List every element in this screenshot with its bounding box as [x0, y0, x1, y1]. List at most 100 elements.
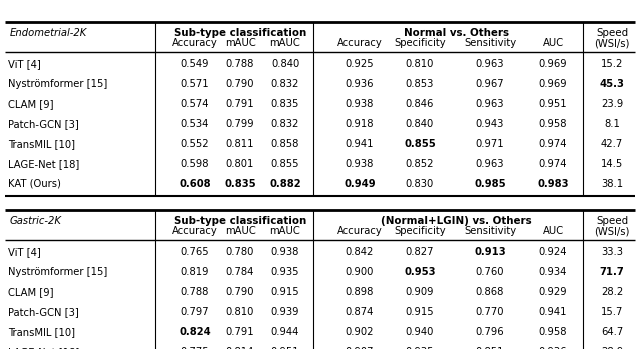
Text: 0.943: 0.943: [476, 119, 504, 129]
Text: Endometrial-2K: Endometrial-2K: [10, 28, 87, 38]
Text: AUC: AUC: [543, 38, 564, 48]
Text: 0.969: 0.969: [539, 79, 567, 89]
Text: 28.2: 28.2: [601, 287, 623, 297]
Text: 0.939: 0.939: [271, 307, 300, 317]
Text: 0.902: 0.902: [346, 327, 374, 337]
Text: 0.852: 0.852: [406, 159, 435, 169]
Text: LAGE-Net [18]: LAGE-Net [18]: [8, 347, 79, 349]
Text: 0.924: 0.924: [539, 247, 567, 257]
Text: 0.819: 0.819: [180, 267, 209, 277]
Text: 0.810: 0.810: [406, 59, 434, 69]
Text: Sub-type classification: Sub-type classification: [174, 28, 306, 38]
Text: 0.790: 0.790: [226, 79, 254, 89]
Text: 0.788: 0.788: [226, 59, 254, 69]
Text: 0.765: 0.765: [180, 247, 209, 257]
Text: 45.3: 45.3: [600, 79, 625, 89]
Text: 0.963: 0.963: [476, 159, 504, 169]
Text: 0.969: 0.969: [539, 59, 567, 69]
Text: LAGE-Net [18]: LAGE-Net [18]: [8, 159, 79, 169]
Text: 0.974: 0.974: [539, 139, 567, 149]
Text: 0.967: 0.967: [476, 79, 504, 89]
Text: mAUC: mAUC: [269, 226, 300, 236]
Text: 0.574: 0.574: [180, 99, 209, 109]
Text: 0.963: 0.963: [476, 59, 504, 69]
Text: Accuracy: Accuracy: [172, 226, 218, 236]
Text: 0.938: 0.938: [271, 247, 299, 257]
Text: Accuracy: Accuracy: [337, 226, 383, 236]
Text: CLAM [9]: CLAM [9]: [8, 287, 54, 297]
Text: Sensitivity: Sensitivity: [464, 226, 516, 236]
Text: 0.953: 0.953: [404, 267, 436, 277]
Text: 0.907: 0.907: [346, 347, 374, 349]
Text: 28.9: 28.9: [601, 347, 623, 349]
Text: 42.7: 42.7: [601, 139, 623, 149]
Text: 0.915: 0.915: [271, 287, 300, 297]
Text: (Normal+LGIN) vs. Others: (Normal+LGIN) vs. Others: [381, 216, 532, 226]
Text: 0.827: 0.827: [406, 247, 435, 257]
Text: Speed: Speed: [596, 216, 628, 226]
Text: (WSI/s): (WSI/s): [595, 38, 630, 48]
Text: ViT [4]: ViT [4]: [8, 247, 41, 257]
Text: 64.7: 64.7: [601, 327, 623, 337]
Text: 0.929: 0.929: [539, 287, 567, 297]
Text: Patch-GCN [3]: Patch-GCN [3]: [8, 307, 79, 317]
Text: 0.835: 0.835: [224, 179, 256, 189]
Text: Specificity: Specificity: [394, 226, 446, 236]
Text: 0.971: 0.971: [476, 139, 504, 149]
Text: Gastric-2K: Gastric-2K: [10, 216, 62, 226]
Text: 0.963: 0.963: [476, 99, 504, 109]
Text: Nyströmformer [15]: Nyströmformer [15]: [8, 267, 108, 277]
Text: Nyströmformer [15]: Nyströmformer [15]: [8, 79, 108, 89]
Text: 0.840: 0.840: [406, 119, 434, 129]
Text: 0.780: 0.780: [226, 247, 254, 257]
Text: 0.958: 0.958: [539, 119, 567, 129]
Text: 0.832: 0.832: [271, 119, 299, 129]
Text: 0.840: 0.840: [271, 59, 299, 69]
Text: 0.925: 0.925: [346, 59, 374, 69]
Text: 0.940: 0.940: [406, 327, 434, 337]
Text: Sub-type classification: Sub-type classification: [174, 216, 306, 226]
Text: 0.788: 0.788: [181, 287, 209, 297]
Text: 8.1: 8.1: [604, 119, 620, 129]
Text: 0.941: 0.941: [539, 307, 567, 317]
Text: CLAM [9]: CLAM [9]: [8, 99, 54, 109]
Text: 0.770: 0.770: [476, 307, 504, 317]
Text: 0.913: 0.913: [474, 247, 506, 257]
Text: 0.824: 0.824: [179, 327, 211, 337]
Text: Patch-GCN [3]: Patch-GCN [3]: [8, 119, 79, 129]
Text: AUC: AUC: [543, 226, 564, 236]
Text: 0.549: 0.549: [180, 59, 209, 69]
Text: 0.842: 0.842: [346, 247, 374, 257]
Text: ViT [4]: ViT [4]: [8, 59, 41, 69]
Text: 0.900: 0.900: [346, 267, 374, 277]
Text: 0.868: 0.868: [476, 287, 504, 297]
Text: 0.944: 0.944: [271, 327, 299, 337]
Text: Accuracy: Accuracy: [172, 38, 218, 48]
Text: 0.814: 0.814: [226, 347, 254, 349]
Text: 0.898: 0.898: [346, 287, 374, 297]
Text: TransMIL [10]: TransMIL [10]: [8, 139, 75, 149]
Text: 0.949: 0.949: [344, 179, 376, 189]
Text: 23.9: 23.9: [601, 99, 623, 109]
Text: 0.851: 0.851: [476, 347, 504, 349]
Text: 0.936: 0.936: [346, 79, 374, 89]
Text: 0.846: 0.846: [406, 99, 434, 109]
Text: 0.874: 0.874: [346, 307, 374, 317]
Text: Specificity: Specificity: [394, 38, 446, 48]
Text: TransMIL [10]: TransMIL [10]: [8, 327, 75, 337]
Text: 0.796: 0.796: [476, 327, 504, 337]
Text: 0.935: 0.935: [271, 267, 300, 277]
Text: 0.832: 0.832: [271, 79, 299, 89]
Text: 0.775: 0.775: [180, 347, 209, 349]
Text: 0.855: 0.855: [271, 159, 300, 169]
Text: 0.983: 0.983: [537, 179, 569, 189]
Text: 0.811: 0.811: [226, 139, 254, 149]
Text: 33.3: 33.3: [601, 247, 623, 257]
Text: Normal vs. Others: Normal vs. Others: [404, 28, 509, 38]
Text: 0.534: 0.534: [181, 119, 209, 129]
Text: 0.938: 0.938: [346, 99, 374, 109]
Text: 0.571: 0.571: [180, 79, 209, 89]
Text: 0.799: 0.799: [226, 119, 254, 129]
Text: 0.855: 0.855: [404, 139, 436, 149]
Text: (WSI/s): (WSI/s): [595, 226, 630, 236]
